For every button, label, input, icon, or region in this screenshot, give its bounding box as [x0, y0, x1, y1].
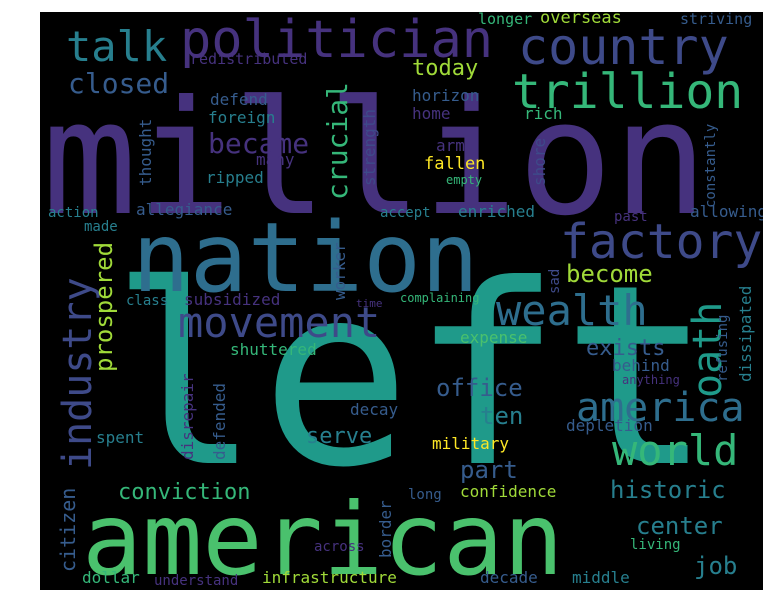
word-decade: decade	[480, 568, 538, 587]
word-constantly: constantly	[703, 123, 719, 208]
word-prospered: prospered	[90, 241, 118, 372]
word-became: became	[208, 127, 310, 160]
word-decay: decay	[350, 400, 399, 419]
word-confidence: confidence	[460, 482, 557, 501]
word-politician: politician	[180, 12, 494, 70]
word-depletion: depletion	[566, 416, 653, 435]
word-historic: historic	[610, 476, 726, 504]
word-talk: talk	[66, 22, 168, 71]
word-million: million	[42, 67, 708, 251]
word-thought: thought	[136, 118, 155, 186]
word-military: military	[432, 434, 510, 453]
word-past: past	[614, 209, 648, 225]
word-middle: middle	[572, 568, 630, 587]
word-america: america	[576, 385, 745, 431]
word-trillion: trillion	[512, 64, 744, 120]
word-living: living	[630, 537, 681, 553]
word-many: many	[256, 150, 295, 169]
word-part: part	[460, 456, 518, 484]
word-office: office	[436, 374, 523, 402]
word-nation: nation	[132, 202, 479, 314]
word-crucial: crucial	[321, 81, 354, 200]
word-anything: anything	[622, 373, 680, 387]
word-action: action	[48, 205, 99, 221]
word-empty: empty	[446, 173, 483, 187]
word-shore: shore	[530, 137, 549, 186]
word-expense: expense	[460, 328, 528, 347]
word-enriched: enriched	[458, 202, 536, 221]
word-overseas: overseas	[540, 12, 622, 28]
word-subsidized: subsidized	[184, 290, 281, 309]
word-spent: spent	[96, 428, 145, 447]
word-today: today	[412, 56, 479, 81]
word-long: long	[408, 487, 442, 503]
word-left: left	[110, 231, 713, 522]
word-defend: defend	[210, 90, 268, 109]
word-defended: defended	[210, 382, 229, 460]
word-dollar: dollar	[82, 568, 140, 587]
word-longer: longer	[478, 12, 533, 28]
word-ripped: ripped	[206, 168, 264, 187]
word-cloud: million left nation american politician …	[40, 12, 763, 590]
word-world: world	[612, 426, 739, 475]
word-home: home	[412, 104, 451, 123]
word-shuttered: shuttered	[230, 340, 317, 359]
word-behind: behind	[612, 356, 670, 375]
word-become: become	[566, 260, 653, 288]
word-strength: strength	[360, 108, 379, 186]
word-across: across	[314, 539, 365, 555]
word-conviction: conviction	[118, 480, 251, 505]
word-fallen: fallen	[424, 154, 486, 174]
word-movement: movement	[178, 298, 381, 347]
word-disrepair: disrepair	[178, 373, 197, 460]
word-infrastructure: infrastructure	[262, 568, 397, 587]
word-job: job	[694, 552, 738, 580]
word-closed: closed	[68, 67, 170, 100]
word-exists: exists	[586, 336, 666, 361]
word-time: time	[356, 297, 383, 310]
word-center: center	[636, 512, 723, 540]
word-border: border	[376, 500, 395, 558]
word-refusing: refusing	[715, 314, 731, 382]
word-country: country	[518, 18, 729, 76]
word-foreign: foreign	[208, 108, 276, 127]
word-striving: striving	[680, 12, 753, 28]
word-redistributed: redistributed	[190, 50, 308, 68]
word-citizen: citizen	[56, 487, 80, 572]
word-worker: worker	[330, 242, 349, 300]
word-rich: rich	[524, 104, 563, 123]
word-factory: factory	[560, 214, 763, 270]
word-understand: understand	[154, 573, 239, 589]
word-horizon: horizon	[412, 86, 480, 105]
word-ten: ten	[480, 402, 524, 430]
word-sad: sad	[547, 268, 563, 294]
word-american: american	[82, 481, 564, 590]
word-allegiance: allegiance	[136, 200, 233, 219]
word-wealth: wealth	[496, 286, 648, 335]
word-serve: serve	[306, 424, 373, 449]
word-army: army	[436, 136, 475, 155]
word-accept: accept	[380, 205, 431, 221]
word-dissipated: dissipated	[736, 285, 755, 382]
word-complaining: complaining	[400, 291, 480, 305]
word-allowing: allowing	[690, 202, 763, 221]
word-made: made	[84, 219, 118, 235]
word-class: class	[126, 293, 169, 309]
